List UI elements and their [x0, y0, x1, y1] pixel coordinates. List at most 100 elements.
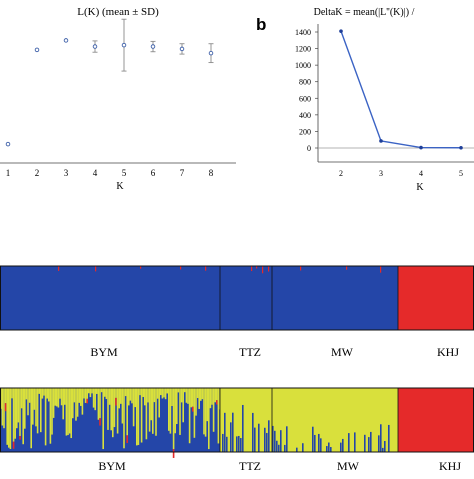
structure-k3-red-segment	[216, 400, 218, 405]
structure-k3-yellow-segment	[148, 388, 151, 432]
structure-k3-yellow-segment	[112, 388, 114, 438]
structure-plot-k3: BYM TTZ MW KHJ	[0, 387, 474, 473]
structure-k3-yellow-segment	[128, 388, 130, 406]
structure-k3-blue-segment	[364, 434, 366, 452]
structure-k3-yellow-segment	[147, 388, 149, 403]
structure-k3-yellow-segment	[41, 388, 44, 399]
structure-k3-yellow-segment	[40, 388, 42, 433]
pop-label-k2-mw: MW	[331, 345, 354, 359]
structure-k3-yellow-segment	[169, 388, 172, 434]
structure-k3-yellow-segment	[211, 388, 213, 405]
structure-k2-khj-block	[398, 266, 474, 330]
structure-k3-yellow-segment	[140, 388, 143, 443]
structure-k3-blue-segment	[370, 431, 372, 452]
structure-k3-yellow-segment	[33, 388, 36, 410]
deltak-y-tick-label: 1000	[295, 61, 311, 70]
structure-k3-yellow-segment	[174, 388, 176, 434]
structure-k3-blue-segment	[222, 433, 224, 452]
structure-k3-yellow-segment	[86, 388, 88, 399]
structure-k3-yellow-segment	[81, 388, 84, 415]
structure-k3-blue-segment	[278, 444, 280, 452]
structure-k3-yellow-segment	[121, 388, 124, 424]
structure-k3-yellow-segment	[56, 388, 58, 407]
structure-k3-blue-segment	[230, 422, 232, 452]
structure-k3-yellow-segment	[132, 388, 135, 427]
lk-tick-label: 8	[209, 168, 214, 178]
structure-k3-yellow-segment	[4, 388, 7, 404]
structure-k3-blue-segment	[380, 424, 382, 452]
structure-k3-yellow-segment	[120, 388, 122, 404]
structure-k3-yellow-segment	[190, 388, 192, 408]
structure-k3-red-segment	[126, 435, 128, 444]
panel-letter-b: b	[256, 15, 266, 34]
structure-k3-yellow-segment	[187, 388, 189, 404]
structure-k3-yellow-segment	[17, 388, 20, 423]
pop-label-k2-ttz: TTZ	[239, 345, 261, 359]
structure-k3-yellow-segment	[216, 388, 218, 401]
lk-mean-point	[92, 44, 98, 49]
structure-k3-red-segment	[19, 435, 21, 440]
structure-k3-yellow-segment	[72, 388, 74, 419]
structure-k3-ttz-yellow	[220, 388, 272, 452]
structure-k3-yellow-segment	[88, 388, 90, 394]
structure-k3-yellow-segment	[91, 388, 93, 394]
structure-k3-yellow-segment	[11, 388, 13, 399]
structure-k3-yellow-segment	[126, 388, 128, 436]
pop-label-k3-bym: BYM	[98, 459, 126, 473]
lk-tick-label: 1	[6, 168, 11, 178]
structure-k3-blue-segment	[330, 447, 332, 452]
structure-k3-yellow-segment	[97, 388, 100, 420]
structure-k3-yellow-segment	[145, 388, 148, 440]
structure-k3-yellow-segment	[168, 388, 170, 431]
structure-k2-red-segment	[262, 266, 264, 274]
structure-k2-red-segment	[58, 266, 60, 271]
deltak-x-tick-label: 3	[379, 169, 383, 178]
deltak-point	[379, 139, 383, 143]
structure-k3-blue-segment	[382, 447, 384, 452]
structure-k3-yellow-segment	[193, 388, 196, 438]
lk-panel: L(K) (mean ± SD) 1 2 3 4 5 6 7 8 K	[0, 6, 236, 192]
structure-k3-yellow-segment	[49, 388, 52, 444]
structure-k3-yellow-segment	[22, 388, 24, 445]
structure-k3-yellow-segment	[171, 388, 173, 407]
lk-tick-label: 3	[64, 168, 69, 178]
pop-label-k3-ttz: TTZ	[239, 459, 261, 473]
structure-k3-yellow-segment	[195, 388, 197, 416]
structure-k3-yellow-segment	[137, 388, 140, 445]
structure-k3-blue-segment	[226, 436, 228, 452]
structure-k2-frame	[0, 266, 474, 330]
lk-tick-label: 7	[180, 168, 185, 178]
structure-k3-red-segment	[4, 403, 7, 412]
structure-k3-yellow-segment	[96, 388, 98, 394]
deltak-point	[419, 145, 423, 150]
structure-k3-yellow-segment	[108, 388, 111, 405]
deltak-x-ticks: 2 3 4 5	[339, 169, 463, 178]
structure-k2-red-segment	[140, 266, 142, 269]
structure-k3-blue-segment	[302, 443, 304, 452]
deltak-line	[340, 30, 462, 149]
structure-k3-yellow-segment	[198, 388, 200, 409]
structure-k3-yellow-segment	[184, 388, 186, 393]
lk-title: L(K) (mean ± SD)	[77, 6, 159, 18]
structure-k3-yellow-segment	[177, 388, 180, 393]
structure-k3-yellow-segment	[27, 388, 29, 416]
structure-k3-yellow-segment	[134, 388, 136, 408]
structure-k3-yellow-segment	[16, 388, 18, 429]
structure-k3-yellow-segment	[204, 388, 207, 437]
structure-k3-yellow-segment	[94, 388, 96, 411]
structure-k3-yellow-segment	[32, 388, 34, 425]
structure-k3-yellow-segment	[46, 388, 48, 399]
structure-k3-blue-segment	[354, 432, 356, 452]
structure-k3-yellow-segment	[20, 388, 23, 409]
structure-k3-yellow-segment	[57, 388, 60, 408]
structure-k3-yellow-segment	[150, 388, 152, 421]
deltak-marks	[318, 29, 474, 150]
structure-k3-yellow-segment	[124, 388, 127, 397]
deltak-y-tick-label: 200	[299, 127, 311, 136]
structure-k3-yellow-segment	[1, 388, 4, 426]
structure-k3-yellow-segment	[36, 388, 39, 434]
lk-tick-labels: 1 2 3 4 5 6 7 8	[6, 168, 214, 178]
structure-k3-yellow-segment	[105, 388, 108, 399]
structure-k3-blue-segment	[242, 404, 244, 452]
structure-k3-yellow-segment	[164, 388, 167, 400]
